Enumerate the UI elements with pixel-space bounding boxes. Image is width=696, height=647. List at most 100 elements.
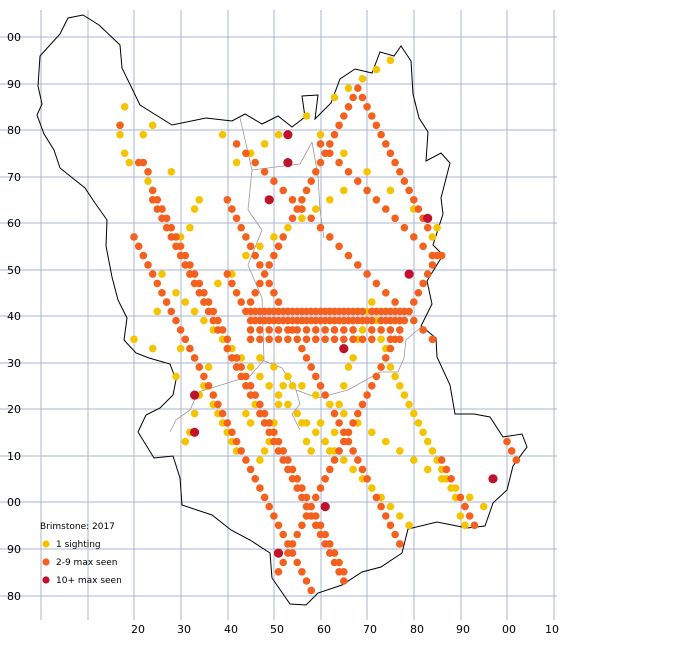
record-dot [274, 335, 283, 344]
record-dot [437, 475, 446, 483]
record-dot [298, 382, 306, 390]
record-dot [335, 419, 343, 427]
record-dot [386, 502, 395, 511]
record-dot [396, 307, 404, 316]
record-dot [130, 233, 138, 241]
record-dot [377, 130, 385, 139]
record-dot [391, 372, 399, 381]
record-dot [223, 270, 232, 278]
record-dot [302, 512, 311, 520]
record-dot [428, 447, 437, 455]
y-tick-label: 90 [7, 78, 21, 91]
record-dot [447, 475, 455, 483]
record-dot [251, 289, 259, 297]
record-dot [279, 186, 288, 195]
record-dot [330, 130, 339, 139]
record-dot [265, 261, 274, 269]
record-dot [274, 521, 283, 530]
y-tick-label: 10 [7, 450, 21, 463]
record-dot [256, 335, 264, 344]
record-dot [232, 214, 241, 223]
record-dot [298, 214, 306, 223]
record-dot [172, 316, 180, 325]
record-dot [228, 279, 236, 288]
county-outline [36, 14, 528, 606]
record-dot [190, 427, 200, 437]
record-dot [284, 400, 292, 409]
legend-title: Brimstone: 2017 [40, 522, 115, 532]
legend-label-2-9-max-seen: 2-9 max seen [56, 558, 118, 568]
record-dot [270, 512, 278, 520]
record-dot [428, 261, 437, 269]
record-dot [419, 326, 427, 334]
record-dot [321, 391, 330, 399]
record-dot [265, 326, 274, 334]
record-dot [116, 130, 124, 139]
record-dot [344, 363, 353, 371]
record-dot [340, 382, 348, 390]
record-dot [195, 363, 204, 371]
record-dot [335, 242, 343, 251]
record-dot [232, 437, 241, 446]
record-dot [368, 316, 376, 325]
record-dot [321, 475, 330, 483]
record-dot [316, 223, 325, 232]
record-dot [358, 400, 367, 409]
record-dot [307, 447, 316, 455]
record-dot [349, 335, 357, 344]
record-dot [410, 298, 418, 306]
record-dot [507, 447, 516, 455]
record-dot [354, 177, 362, 185]
record-dot [274, 437, 283, 446]
record-dot [186, 223, 194, 232]
record-dot [316, 521, 325, 530]
record-dot [419, 242, 427, 251]
record-dot [368, 428, 376, 437]
record-dot [372, 121, 381, 130]
record-dot [242, 307, 250, 316]
record-dot [312, 326, 320, 334]
record-dot [139, 158, 148, 167]
record-dot [218, 409, 227, 418]
record-dot [312, 335, 320, 344]
record-dot [302, 419, 311, 427]
record-dot [437, 456, 446, 464]
record-dot [274, 391, 283, 399]
record-dot [461, 521, 469, 530]
record-dot [316, 158, 325, 167]
record-dot [451, 484, 460, 492]
record-dot [312, 372, 320, 381]
record-dot [288, 326, 297, 334]
record-dot [265, 279, 274, 288]
record-dot [176, 242, 185, 251]
record-dot [242, 456, 250, 464]
record-dot [423, 437, 432, 446]
y-tick-label: 80 [7, 590, 21, 603]
record-dot [386, 363, 395, 371]
record-dot [232, 354, 241, 362]
record-dot [167, 307, 176, 316]
record-dot [232, 140, 241, 148]
record-dot [382, 437, 390, 446]
record-dot [302, 326, 311, 334]
record-dot [162, 214, 171, 223]
record-dot [181, 298, 190, 306]
record-dot [368, 298, 376, 306]
record-dot [293, 335, 302, 344]
record-dot [260, 168, 269, 176]
record-dot [330, 335, 339, 344]
record-dot [349, 419, 357, 427]
record-dot [288, 465, 297, 474]
legend-dot-10plus-max-seen [42, 576, 50, 584]
record-dot [320, 502, 330, 512]
record-dot [158, 205, 166, 213]
record-dot [293, 530, 302, 539]
record-dot [237, 363, 245, 371]
record-dot [302, 493, 311, 502]
record-dot [503, 437, 511, 446]
record-dot [312, 512, 320, 520]
record-dot [270, 363, 278, 371]
record-dot [340, 577, 348, 585]
record-dot [363, 270, 371, 278]
record-dot [363, 186, 371, 195]
